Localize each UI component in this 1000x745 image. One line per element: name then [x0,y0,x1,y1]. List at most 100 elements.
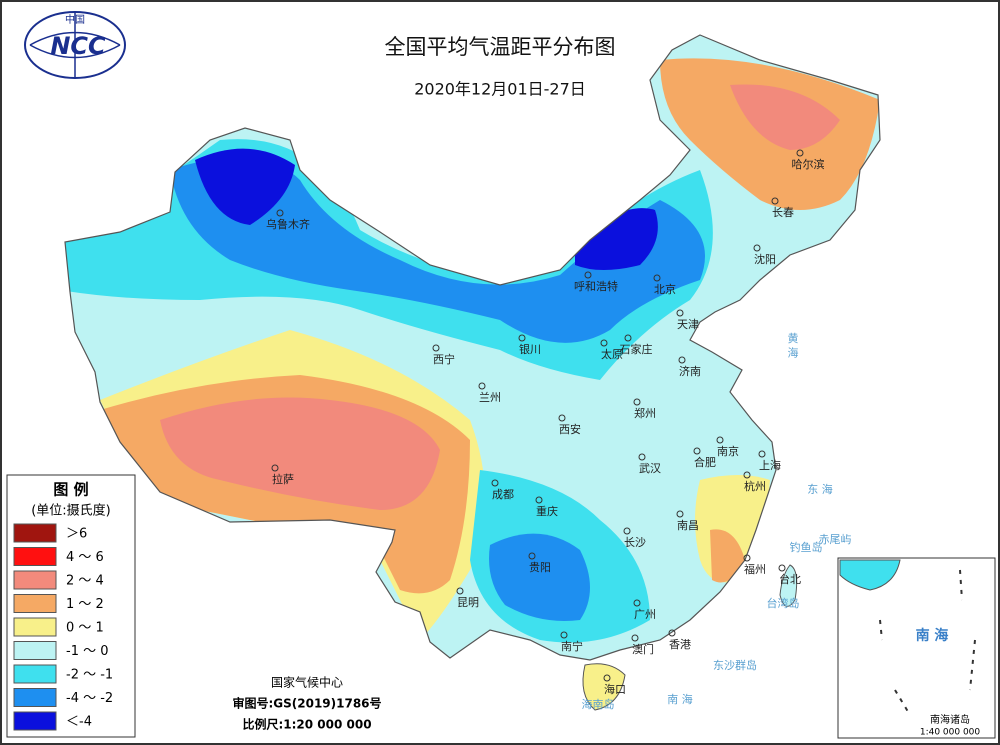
city-marker [603,674,611,682]
city-marker [778,564,786,572]
city-label: 哈尔滨 [792,157,825,171]
city-marker [600,339,608,347]
city-label: 沈阳 [754,252,776,266]
city-label: 济南 [679,364,701,378]
legend-swatch [13,688,57,707]
city-marker [678,356,686,364]
legend-swatch [13,594,57,613]
inset-islands: 南海诸岛 [930,713,970,726]
legend-label: ＞6 [66,527,87,542]
city-label: 西安 [559,422,581,436]
city-label: 太原 [601,348,623,361]
city-marker [535,496,543,504]
city-label: 武汉 [639,462,661,475]
city-marker [560,631,568,639]
inset-boundary [879,569,976,716]
city-label: 澳门 [632,642,654,656]
place-label: 赤尾屿 [819,533,852,546]
city-marker [638,453,646,461]
city-marker [716,436,724,444]
legend-label: 0 ～ 1 [66,621,104,636]
city-label: 合肥 [694,455,716,469]
city-marker [271,464,279,472]
city-label: 拉萨 [272,472,294,486]
city-label: 长沙 [624,536,646,549]
logo-text: NCC [50,32,106,60]
city-marker [743,471,751,479]
inset-title: 南 海 [916,627,949,644]
city-label: 南宁 [561,639,583,653]
city-marker [432,344,440,352]
city-label: 银川 [519,342,541,356]
city-label: 南京 [717,444,739,458]
zone [575,208,658,270]
city-label: 乌鲁木齐 [266,217,310,231]
place-label: 东沙群岛 [713,658,757,672]
city-marker [478,382,486,390]
footer-map-number: 审图号:GS(2019)1786号 [232,696,381,711]
footer-scale: 比例尺:1:20 000 000 [242,717,371,732]
legend-unit: (单位:摄氏度) [31,503,111,519]
city-marker [758,450,766,458]
city-marker [676,510,684,518]
legend-swatch [13,641,57,660]
subtitle: 2020年12月01日-27日 [414,80,586,99]
legend-swatch [13,664,57,684]
city-label: 天津 [677,318,699,331]
city-label: 兰州 [479,391,501,404]
place-label: 钓鱼岛 [790,540,823,554]
title: 全国平均气温距平分布图 [385,35,616,59]
city-marker [631,634,639,642]
legend-label: -4 ～ -2 [66,691,113,706]
city-label: 香港 [669,638,691,651]
city-marker [623,527,631,535]
legend-label: -2 ～ -1 [66,668,113,683]
city-marker [558,414,566,422]
legend-swatch [13,570,57,590]
city-label: 西宁 [433,352,455,366]
city-label: 昆明 [457,596,479,609]
city-marker [676,309,684,317]
city-label: 台北 [779,572,801,586]
city-label: 贵阳 [529,561,551,574]
city-label: 广州 [634,608,656,621]
taiwan [779,564,798,607]
place-label: 台湾岛 [767,596,800,610]
city-marker [528,552,536,560]
inset: 南 海 南海诸岛 1:40 000 000 [837,557,996,739]
city-marker [693,447,701,455]
place-label: 东 海 [807,482,833,496]
city-label: 海口 [604,682,626,696]
city-label: 成都 [492,488,514,501]
city-marker [633,599,641,607]
zone [730,84,840,150]
zone [195,148,295,225]
place-label: 南 海 [667,692,693,706]
zone [160,397,440,510]
city-label: 杭州 [744,479,766,493]
city-label: 南昌 [677,519,699,532]
inset-coast [839,559,901,591]
city-label: 福州 [744,562,766,576]
zone [489,533,590,621]
city-marker [653,274,661,282]
legend-swatch [13,547,57,566]
legend-label: 1 ～ 2 [66,597,104,612]
legend-swatch [13,617,57,637]
city-marker [584,271,592,279]
city-label: 重庆 [536,504,558,518]
city-marker [633,398,641,406]
legend-title: 图 例 [53,481,88,499]
city-label: 郑州 [634,406,656,420]
legend-label: 2 ～ 4 [66,574,104,589]
legend-label: ＜-4 [66,715,92,730]
zone [170,157,705,343]
city-marker [456,587,464,595]
city-marker [743,554,751,562]
city-marker [753,244,761,252]
logo: 中国 NCC [24,11,126,79]
footer-agency: 国家气候中心 [271,675,343,690]
